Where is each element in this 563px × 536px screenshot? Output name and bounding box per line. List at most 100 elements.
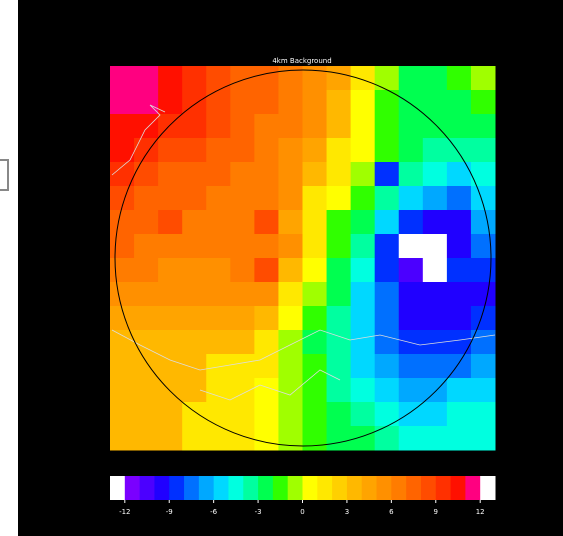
cell — [351, 330, 376, 355]
colorbar-swatch — [332, 476, 347, 500]
cell — [158, 234, 183, 259]
cell — [471, 282, 496, 307]
cell — [399, 378, 424, 403]
cell — [351, 138, 376, 163]
cell — [399, 162, 424, 187]
cell — [134, 66, 159, 91]
cell — [134, 354, 159, 379]
cell — [230, 330, 255, 355]
cell — [303, 258, 328, 283]
cell — [447, 426, 472, 451]
colorbar-swatch — [273, 476, 288, 500]
cell — [278, 306, 303, 331]
cell — [110, 378, 135, 403]
colorbar-swatch — [436, 476, 451, 500]
cell — [399, 234, 424, 259]
cell — [110, 354, 135, 379]
cell — [447, 210, 472, 235]
cell — [158, 186, 183, 211]
cell — [254, 162, 279, 187]
cell — [230, 186, 255, 211]
cell — [158, 258, 183, 283]
cell — [327, 234, 352, 259]
cell — [351, 426, 376, 451]
colorbar-swatch — [362, 476, 377, 500]
cell — [351, 402, 376, 427]
cell — [375, 234, 400, 259]
cell — [278, 426, 303, 451]
cell — [423, 258, 448, 283]
cell — [399, 138, 424, 163]
cell — [399, 306, 424, 331]
cell — [278, 378, 303, 403]
cell — [351, 306, 376, 331]
cell — [206, 330, 231, 355]
cell — [110, 426, 135, 451]
colorbar-swatch — [391, 476, 406, 500]
colorbar-swatch — [317, 476, 332, 500]
cell — [399, 66, 424, 91]
colorbar-swatch — [258, 476, 273, 500]
cell — [278, 234, 303, 259]
cell — [134, 282, 159, 307]
cell — [134, 306, 159, 331]
cell — [327, 90, 352, 115]
cell — [230, 66, 255, 91]
cell — [230, 114, 255, 139]
cell — [206, 66, 231, 91]
colorbar-swatch — [169, 476, 184, 500]
colorbar-swatch — [347, 476, 362, 500]
cell — [134, 378, 159, 403]
cell — [471, 258, 496, 283]
cell — [423, 402, 448, 427]
cell — [351, 114, 376, 139]
cell — [447, 114, 472, 139]
cell — [327, 306, 352, 331]
cell — [206, 234, 231, 259]
colorbar-swatch — [228, 476, 243, 500]
cell — [447, 378, 472, 403]
cell — [399, 210, 424, 235]
cell — [471, 354, 496, 379]
cell — [423, 234, 448, 259]
cell — [375, 282, 400, 307]
cell — [206, 186, 231, 211]
cell — [327, 66, 352, 91]
cell — [327, 138, 352, 163]
cell — [375, 90, 400, 115]
cell — [206, 258, 231, 283]
cell — [375, 210, 400, 235]
cell — [182, 354, 207, 379]
cell — [327, 114, 352, 139]
cell — [447, 258, 472, 283]
cell — [182, 306, 207, 331]
cell — [375, 162, 400, 187]
cell — [110, 90, 135, 115]
cell — [110, 114, 135, 139]
cell — [303, 90, 328, 115]
cell — [351, 378, 376, 403]
cell — [399, 258, 424, 283]
colorbar-swatch — [451, 476, 466, 500]
cell — [182, 378, 207, 403]
colorbar-swatch — [154, 476, 169, 500]
cell — [134, 90, 159, 115]
cell — [254, 282, 279, 307]
cell — [206, 90, 231, 115]
cell — [423, 162, 448, 187]
colorbar-swatch — [465, 476, 480, 500]
cell — [471, 138, 496, 163]
cell — [351, 234, 376, 259]
cell — [351, 162, 376, 187]
cell — [375, 378, 400, 403]
cell — [158, 138, 183, 163]
colorbar-tick-label: 0 — [300, 508, 304, 516]
cell — [278, 330, 303, 355]
cell — [399, 282, 424, 307]
cell — [447, 282, 472, 307]
cell — [423, 138, 448, 163]
cell — [182, 162, 207, 187]
cell — [158, 66, 183, 91]
cell — [254, 138, 279, 163]
cell — [327, 210, 352, 235]
